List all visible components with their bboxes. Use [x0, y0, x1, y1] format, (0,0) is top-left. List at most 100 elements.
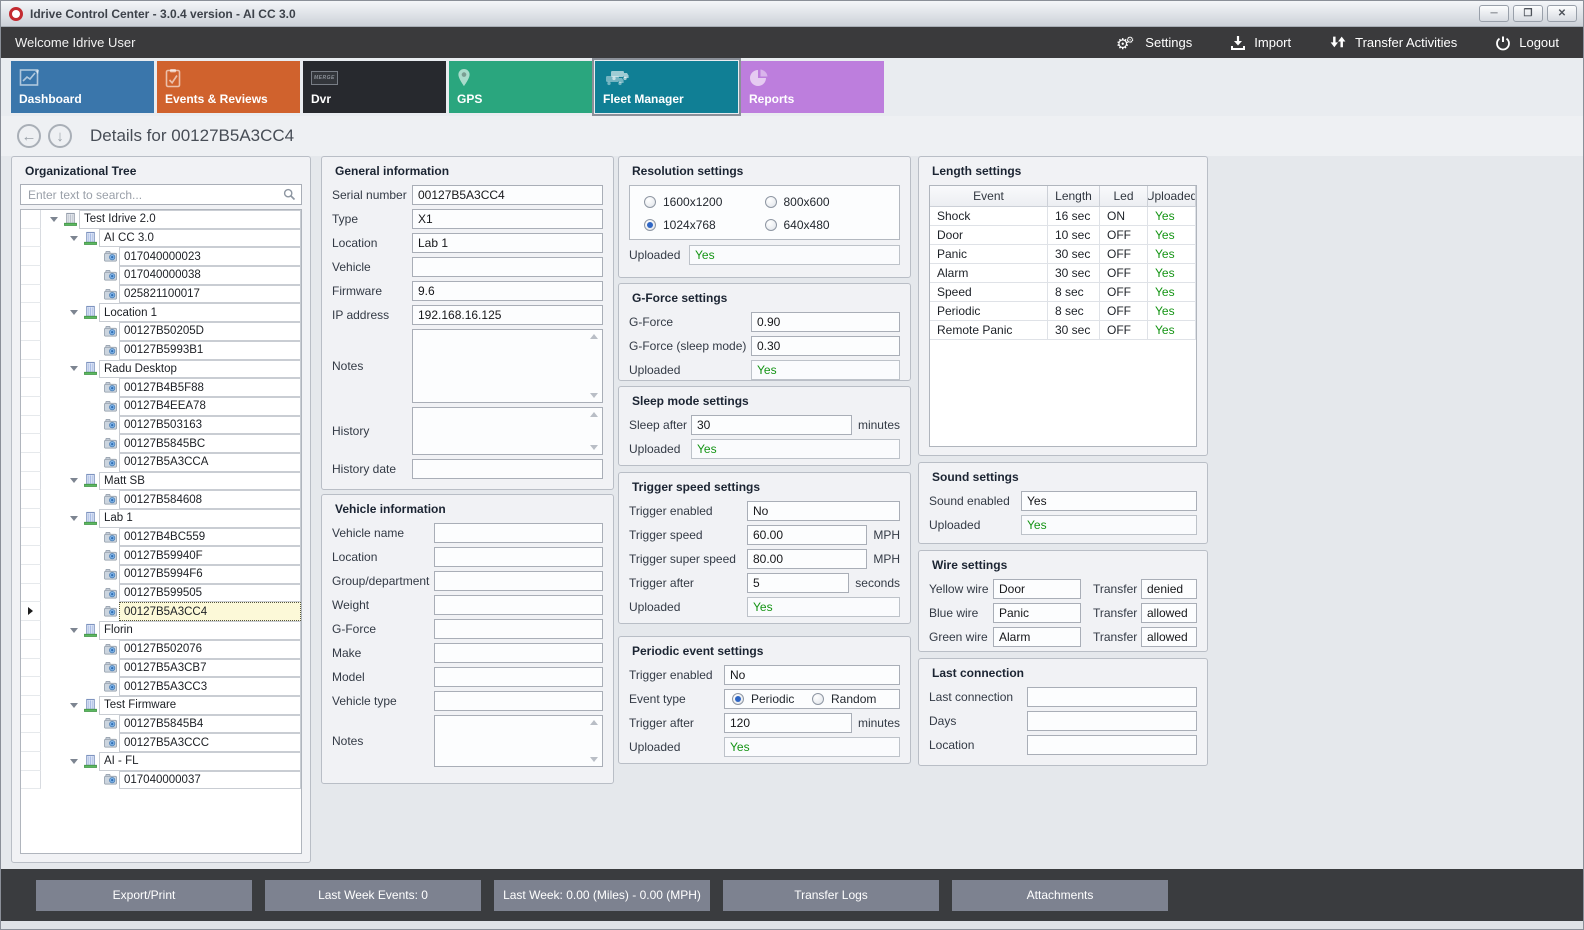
- tree-item[interactable]: 017040000038: [21, 266, 301, 285]
- tab-dashboard[interactable]: Dashboard: [11, 61, 154, 113]
- vehicle-type-field[interactable]: [434, 691, 603, 711]
- tree-item[interactable]: 017040000023: [21, 247, 301, 267]
- firmware-field[interactable]: 9.6: [412, 281, 603, 301]
- last-connection-field[interactable]: [1027, 687, 1197, 707]
- expand-arrow-icon[interactable]: [67, 235, 81, 241]
- tree-item[interactable]: 00127B5845B4: [21, 714, 301, 734]
- expand-arrow-icon[interactable]: [67, 627, 81, 633]
- back-button[interactable]: ←: [17, 124, 41, 148]
- history-date-field[interactable]: [412, 459, 603, 479]
- radio-option-periodic[interactable]: Periodic: [732, 692, 812, 706]
- uploaded-field[interactable]: Yes: [689, 245, 900, 265]
- tree-item[interactable]: 017040000037: [21, 770, 301, 790]
- tree-item[interactable]: 00127B5A3CC3: [21, 677, 301, 696]
- column-header-event[interactable]: Event: [930, 186, 1048, 207]
- radio-random-icon[interactable]: [812, 693, 824, 705]
- tab-events-reviews[interactable]: Events & Reviews: [157, 61, 300, 113]
- tree-item[interactable]: 025821100017: [21, 284, 301, 304]
- table-row[interactable]: Remote Panic 30 sec OFF Yes: [930, 321, 1196, 340]
- type-field[interactable]: X1: [412, 209, 603, 229]
- attachments-button[interactable]: Attachments: [952, 879, 1168, 911]
- tree-item[interactable]: 00127B5A3CC4: [21, 602, 301, 622]
- column-header-uploaded[interactable]: Uploaded: [1148, 186, 1196, 207]
- minimize-button[interactable]: ─: [1479, 5, 1509, 22]
- expand-arrow-icon[interactable]: [67, 310, 81, 316]
- tree-item[interactable]: Test Idrive 2.0: [21, 210, 301, 229]
- blue-wire-field[interactable]: Panic: [993, 603, 1081, 623]
- history-textarea[interactable]: [412, 407, 603, 455]
- tree-item[interactable]: Florin: [21, 621, 301, 640]
- tree-item[interactable]: AI CC 3.0: [21, 228, 301, 248]
- green-wire-field[interactable]: Alarm: [993, 627, 1081, 647]
- scroll-up-icon[interactable]: [590, 720, 598, 725]
- weight-field[interactable]: [434, 595, 603, 615]
- uploaded-field[interactable]: Yes: [751, 360, 900, 380]
- search-input[interactable]: [26, 186, 283, 203]
- scroll-down-icon[interactable]: [590, 393, 598, 398]
- column-header-length[interactable]: Length: [1048, 186, 1100, 207]
- tab-gps[interactable]: GPS: [449, 61, 592, 113]
- radio-periodic-icon[interactable]: [732, 693, 744, 705]
- tree-item[interactable]: AI - FL: [21, 751, 301, 771]
- ip-address-field[interactable]: 192.168.16.125: [412, 305, 603, 325]
- scroll-down-icon[interactable]: [590, 757, 598, 762]
- radio-800x600-icon[interactable]: [764, 196, 777, 209]
- logout-button[interactable]: Logout: [1495, 35, 1559, 51]
- maximize-button[interactable]: ❐: [1513, 5, 1543, 22]
- g-force-field[interactable]: 0.90: [751, 312, 900, 332]
- tree-item[interactable]: Location 1: [21, 303, 301, 323]
- last-week-events-0-button[interactable]: Last Week Events: 0: [265, 879, 481, 911]
- tree-item[interactable]: 00127B502076: [21, 639, 301, 659]
- expand-arrow-icon[interactable]: [67, 366, 81, 372]
- import-button[interactable]: Import: [1230, 35, 1291, 51]
- tree-item[interactable]: 00127B5845BC: [21, 434, 301, 453]
- radio-option-640x480[interactable]: 640x480: [764, 217, 886, 234]
- table-row[interactable]: Periodic 8 sec OFF Yes: [930, 302, 1196, 321]
- uploaded-field[interactable]: Yes: [1021, 515, 1197, 535]
- export-print-button[interactable]: Export/Print: [36, 879, 252, 911]
- scroll-down-button[interactable]: ↓: [48, 124, 72, 148]
- radio-option-800x600[interactable]: 800x600: [764, 194, 886, 211]
- trigger-after-field[interactable]: 5: [747, 573, 850, 593]
- trigger-after-field[interactable]: 120: [724, 713, 852, 733]
- search-icon[interactable]: [283, 188, 296, 201]
- sound-enabled-field[interactable]: Yes: [1021, 491, 1197, 511]
- tab-reports[interactable]: Reports: [741, 61, 884, 113]
- expand-arrow-icon[interactable]: [67, 478, 81, 484]
- table-row[interactable]: Speed 8 sec OFF Yes: [930, 283, 1196, 302]
- uploaded-field[interactable]: Yes: [724, 737, 900, 757]
- location-field[interactable]: [434, 547, 603, 567]
- g-force-field[interactable]: [434, 619, 603, 639]
- scroll-down-icon[interactable]: [590, 445, 598, 450]
- uploaded-field[interactable]: Yes: [747, 597, 900, 617]
- expand-arrow-icon[interactable]: [47, 216, 61, 222]
- tree-item[interactable]: 00127B599505: [21, 583, 301, 603]
- tree-item[interactable]: Test Firmware: [21, 695, 301, 715]
- uploaded-field[interactable]: Yes: [691, 439, 900, 459]
- transfer-activities-button[interactable]: Transfer Activities: [1329, 35, 1457, 51]
- radio-640x480-icon[interactable]: [764, 218, 777, 231]
- trigger-speed-field[interactable]: 60.00: [747, 525, 868, 545]
- scroll-up-icon[interactable]: [590, 334, 598, 339]
- tree-item[interactable]: 00127B5A3CCC: [21, 733, 301, 752]
- trigger-enabled-field[interactable]: No: [724, 665, 900, 685]
- serial-number-field[interactable]: 00127B5A3CC4: [412, 185, 603, 205]
- group-department-field[interactable]: [434, 571, 603, 591]
- table-row[interactable]: Shock 16 sec ON Yes: [930, 207, 1196, 226]
- model-field[interactable]: [434, 667, 603, 687]
- tree-item[interactable]: 00127B59940F: [21, 546, 301, 566]
- radio-option-random[interactable]: Random: [812, 692, 892, 706]
- trigger-enabled-field[interactable]: No: [747, 501, 900, 521]
- table-row[interactable]: Alarm 30 sec OFF Yes: [930, 264, 1196, 283]
- tab-dvr[interactable]: MERGE Dvr: [303, 61, 446, 113]
- table-row[interactable]: Panic 30 sec OFF Yes: [930, 245, 1196, 264]
- radio-1024x768-icon[interactable]: [644, 218, 656, 231]
- last-week-0-00-miles-0-00-mph-button[interactable]: Last Week: 0.00 (Miles) - 0.00 (MPH): [494, 879, 710, 911]
- tab-fleet-manager[interactable]: Fleet Manager: [595, 61, 738, 113]
- radio-option-1024x768[interactable]: 1024x768: [644, 217, 765, 234]
- tree-item[interactable]: 00127B50205D: [21, 322, 301, 341]
- expand-arrow-icon[interactable]: [67, 515, 81, 521]
- tree-item[interactable]: 00127B4BC559: [21, 527, 301, 547]
- table-row[interactable]: Door 10 sec OFF Yes: [930, 226, 1196, 245]
- transfer-logs-button[interactable]: Transfer Logs: [723, 879, 939, 911]
